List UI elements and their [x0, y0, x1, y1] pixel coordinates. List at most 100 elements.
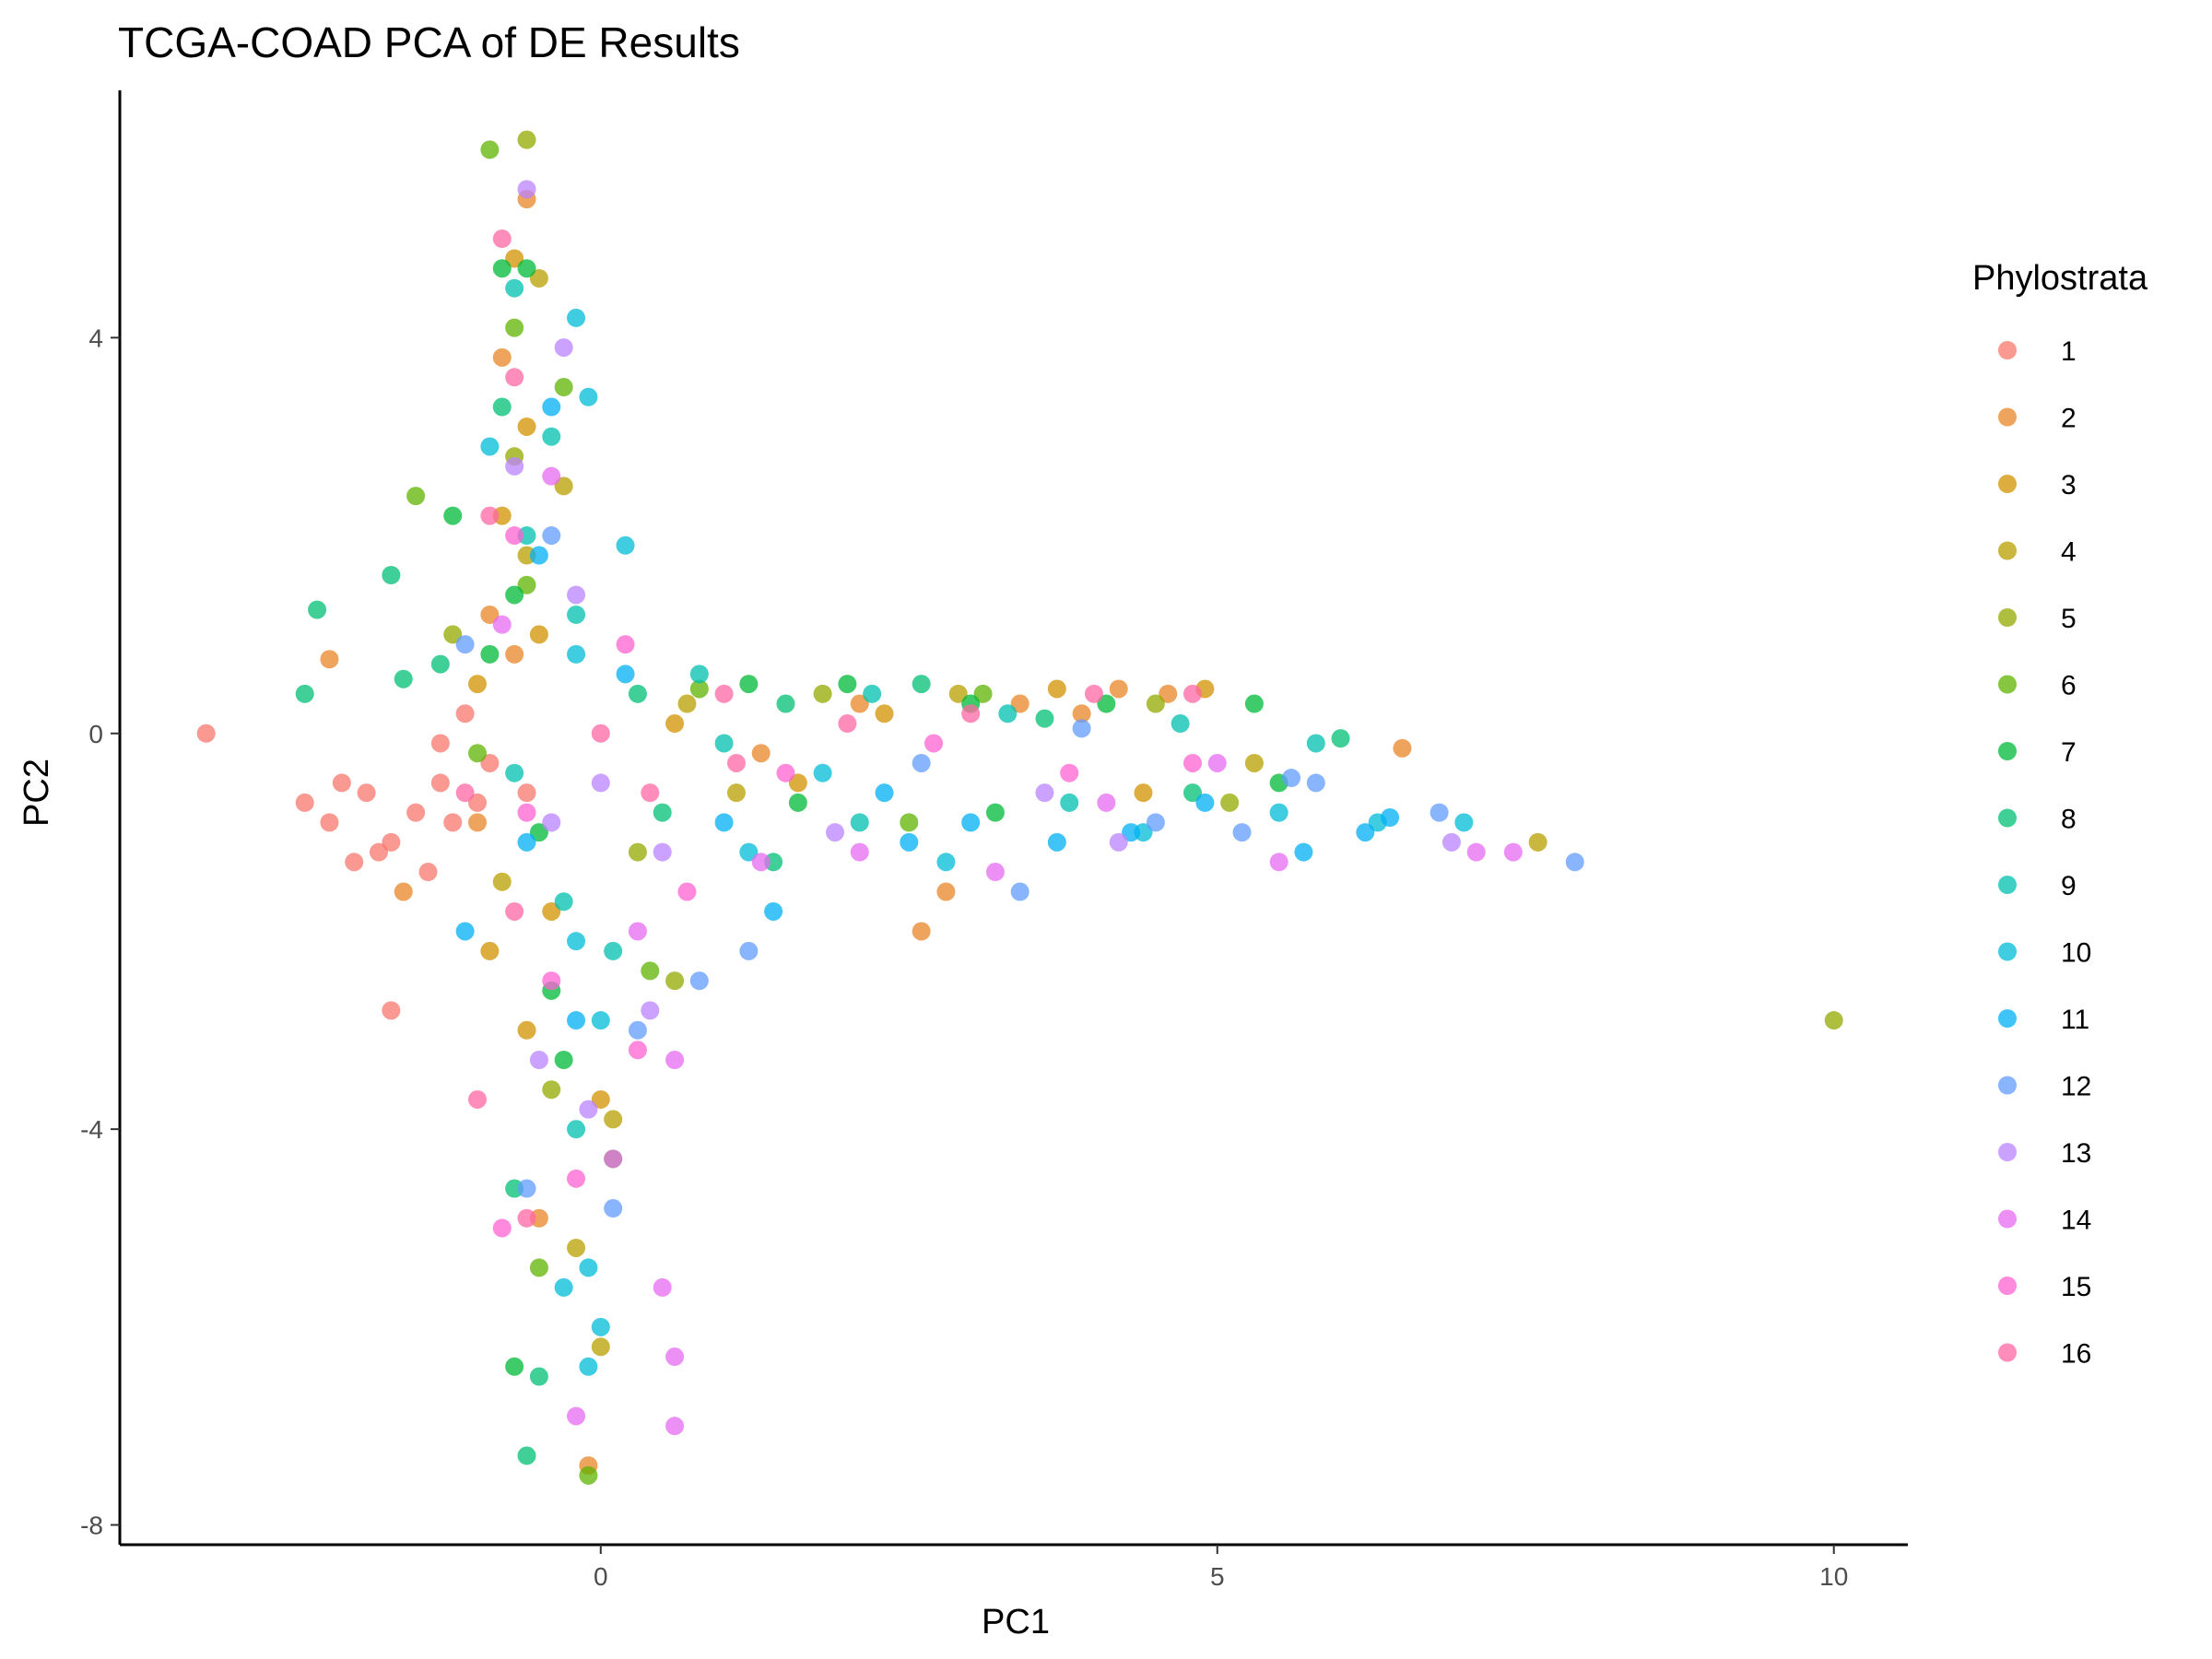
data-point [443, 813, 463, 832]
data-point [567, 585, 586, 605]
data-point [505, 278, 524, 298]
data-point [604, 1149, 623, 1169]
y-tick-label: -4 [80, 1115, 103, 1144]
data-point [567, 1406, 586, 1426]
data-point [1294, 842, 1313, 862]
data-point [308, 600, 327, 619]
data-point [1244, 694, 1264, 713]
data-point [1072, 704, 1091, 724]
legend-label: 13 [2061, 1138, 2091, 1169]
data-point [567, 605, 586, 624]
data-point [948, 684, 968, 703]
data-point [739, 842, 759, 862]
legend-label: 2 [2061, 404, 2077, 434]
data-point [517, 803, 536, 822]
data-point [665, 1417, 685, 1436]
series-13 [505, 180, 1461, 1119]
data-point [1565, 853, 1584, 872]
data-point [529, 268, 548, 288]
data-point [604, 1199, 623, 1218]
data-point [616, 535, 635, 555]
x-axis-title: PC1 [982, 1603, 1050, 1641]
legend-entry: 14 [1998, 1206, 2091, 1236]
data-point [628, 842, 647, 862]
y-axis-ticks: 4 0 -4 -8 [80, 324, 120, 1540]
data-point [912, 675, 931, 694]
data-point [1195, 793, 1215, 812]
legend-key [1998, 407, 2017, 427]
data-point [1306, 734, 1325, 753]
data-point [196, 724, 216, 743]
x-tick-label: 5 [1210, 1562, 1225, 1591]
data-point [567, 1011, 586, 1030]
data-point [492, 1218, 512, 1238]
data-point [567, 1120, 586, 1139]
data-point [1454, 813, 1474, 832]
data-point [1122, 823, 1141, 842]
data-point [653, 1277, 672, 1297]
data-point [480, 506, 500, 525]
data-point [591, 1317, 610, 1336]
data-point [567, 1238, 586, 1257]
data-point [579, 1357, 598, 1376]
series-10 [480, 308, 1474, 1376]
data-point [912, 922, 931, 941]
data-point [1381, 808, 1400, 827]
data-point [1171, 714, 1190, 734]
data-point [430, 773, 450, 793]
data-point [936, 882, 956, 901]
data-point [492, 347, 512, 367]
legend-key [1998, 1277, 2017, 1295]
data-point [492, 615, 512, 634]
data-point [480, 605, 500, 624]
data-point [1356, 823, 1375, 842]
series-7 [443, 259, 1288, 1376]
data-point [665, 1347, 685, 1367]
data-point [1269, 803, 1288, 822]
legend-key [1998, 675, 2017, 694]
data-point [430, 734, 450, 753]
data-point [714, 734, 734, 753]
data-point [616, 635, 635, 654]
data-point [542, 901, 561, 921]
data-point [529, 625, 548, 644]
data-point [665, 1051, 685, 1069]
data-point [542, 813, 561, 832]
data-point [1109, 832, 1128, 852]
data-point [936, 853, 956, 872]
data-point [665, 714, 685, 734]
data-point [1183, 753, 1202, 772]
data-point [382, 1001, 401, 1020]
data-point [1269, 853, 1288, 872]
data-point [579, 1258, 598, 1277]
data-point [850, 842, 869, 862]
data-point [1244, 753, 1264, 772]
data-point [1146, 813, 1165, 832]
data-point [455, 704, 475, 724]
data-point [542, 971, 561, 991]
data-point [542, 397, 561, 417]
data-point [838, 675, 857, 694]
data-point [517, 180, 536, 199]
data-point [776, 763, 795, 782]
data-point [394, 669, 413, 688]
data-point [542, 427, 561, 446]
data-point [542, 1080, 561, 1100]
data-point [616, 665, 635, 684]
data-point [554, 1051, 573, 1069]
data-point [628, 684, 647, 703]
data-point [1146, 694, 1165, 713]
legend-entry: 8 [1998, 805, 2077, 835]
data-point [912, 753, 931, 772]
data-point [529, 1258, 548, 1277]
data-point [1528, 832, 1547, 852]
data-point [1072, 719, 1091, 738]
legend-label: 4 [2061, 537, 2077, 568]
series-12 [455, 526, 1584, 1218]
data-point [443, 506, 463, 525]
legend-entry: 7 [1998, 737, 2077, 768]
legend-label: 5 [2061, 604, 2077, 634]
data-point [591, 1337, 610, 1357]
data-point [567, 644, 586, 664]
